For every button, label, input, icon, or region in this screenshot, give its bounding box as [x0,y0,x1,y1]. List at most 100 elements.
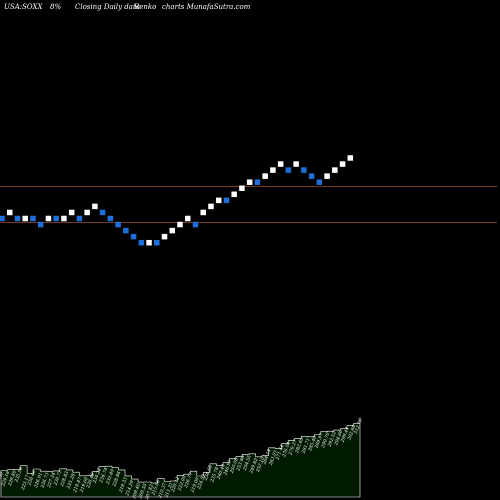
volume-label: 290.70 [320,432,331,450]
renko-brick-down [254,179,261,185]
volume-label: 207.82 [144,484,155,500]
renko-brick-down [308,173,315,179]
renko-brick-up [68,209,75,216]
volume-label: 224.52 [196,473,207,491]
renko-brick-up [185,215,191,222]
header-chart-name: Renko [133,3,156,11]
renko-brick-down [301,167,307,173]
volume-label: 230.40 [26,470,37,488]
renko-brick-down [14,215,21,222]
volume-label: 211.21 [163,482,174,500]
renko-bricks [0,155,354,246]
renko-brick-up [161,233,168,240]
volume-label: 219.60 [78,476,89,494]
volume-label: 226.77 [183,472,194,490]
renko-brick-up [262,173,268,179]
volume-label: 222.00 [176,475,187,493]
renko-brick-up [208,203,214,210]
volume-label: 234.22 [91,467,102,485]
renko-brick-up [6,209,13,216]
volume-label: 226.91 [33,472,44,490]
volume-label: 292.52 [326,431,337,449]
volume-label: 209.40 [131,483,142,500]
volume-label: 254.55 [242,454,253,472]
volume-label: 312.76 [353,418,364,435]
volume-label: 285.40 [307,435,318,453]
volume-label: 230.71 [52,469,63,487]
volume-label: 234.74 [98,467,109,485]
renko-brick-up [293,161,299,167]
volume-label: 219.09 [189,477,200,495]
renko-brick-down [0,215,5,222]
renko-brick-up [239,185,245,191]
renko-brick-up [270,167,276,173]
volume-label: 299.44 [339,426,350,444]
renko-brick-down [115,221,121,228]
volume-label: 219.47 [72,476,83,494]
renko-brick-up [84,209,90,216]
renko-brick-down [316,179,323,185]
renko-brick-up [200,209,206,216]
volume-label: 279.27 [287,439,298,457]
header-description: Closing Daily data [75,3,140,11]
renko-brick-up [324,173,330,179]
volume-label: 249.82 [248,457,259,475]
renko-brick-up [22,215,28,222]
renko-brick-up [177,221,183,228]
renko-brick-down [223,197,230,204]
volume-label: 215.06 [150,479,161,497]
volume-label: 209.55 [137,483,148,500]
volume-label: 227.24 [46,471,57,489]
volume-label: 271.44 [274,444,285,462]
volume-labels: 227.90229.16229.89235.56223.17230.40226.… [0,418,364,500]
renko-brick-up [146,239,152,246]
volume-label: 235.56 [13,466,24,484]
renko-brick-up [332,167,338,173]
volume-label: 294.66 [333,429,344,447]
volume-label: 226.73 [39,472,50,490]
header-box-size: 8% [50,3,61,11]
renko-brick-up [169,227,176,234]
renko-brick-down [76,215,83,222]
header-watermark: charts MunafaSutra.com [162,3,251,11]
volume-label: 250.08 [229,457,240,475]
renko-brick-down [192,221,199,228]
volume-label: 228.84 [111,470,122,488]
renko-brick-up [45,215,52,222]
volume-label: 240.40 [215,463,226,481]
renko-brick-down [285,167,292,173]
renko-brick-up [347,155,354,161]
volume-label: 226.49 [85,472,96,490]
volume-label: 263.01 [268,449,279,467]
volume-label: 238.65 [202,464,213,482]
volume-label: 281.71 [300,437,311,455]
volume-label: 252.10 [255,456,266,474]
renko-brick-down [138,239,145,246]
renko-brick-up [277,161,284,167]
volume-label: 246.97 [222,459,233,477]
volume-area [0,417,361,498]
renko-brick-up [339,161,346,167]
volume-label: 210.37 [157,482,168,500]
renko-brick-up [246,179,253,185]
volume-label: 223.17 [20,474,31,492]
volume-label: 228.83 [59,470,70,488]
volume-label: 264.14 [261,448,272,466]
renko-brick-down [53,215,59,222]
renko-brick-up [61,215,67,222]
chart-header: USA:SOXX 8% Closing Daily data Renko cha… [4,3,251,11]
renko-brick-up [231,191,237,198]
renko-brick-down [154,239,160,246]
renko-brick-up [215,197,222,204]
renko-brick-down [107,215,114,222]
renko-brick-up [92,203,98,210]
renko-brick-down [99,209,106,216]
volume-label: 235.78 [209,466,220,484]
reference-lines [0,186,497,223]
volume-label: 219.33 [118,476,129,494]
renko-brick-down [123,227,129,234]
volume-label: 302.88 [346,424,357,441]
volume-label: 289.97 [313,432,324,450]
